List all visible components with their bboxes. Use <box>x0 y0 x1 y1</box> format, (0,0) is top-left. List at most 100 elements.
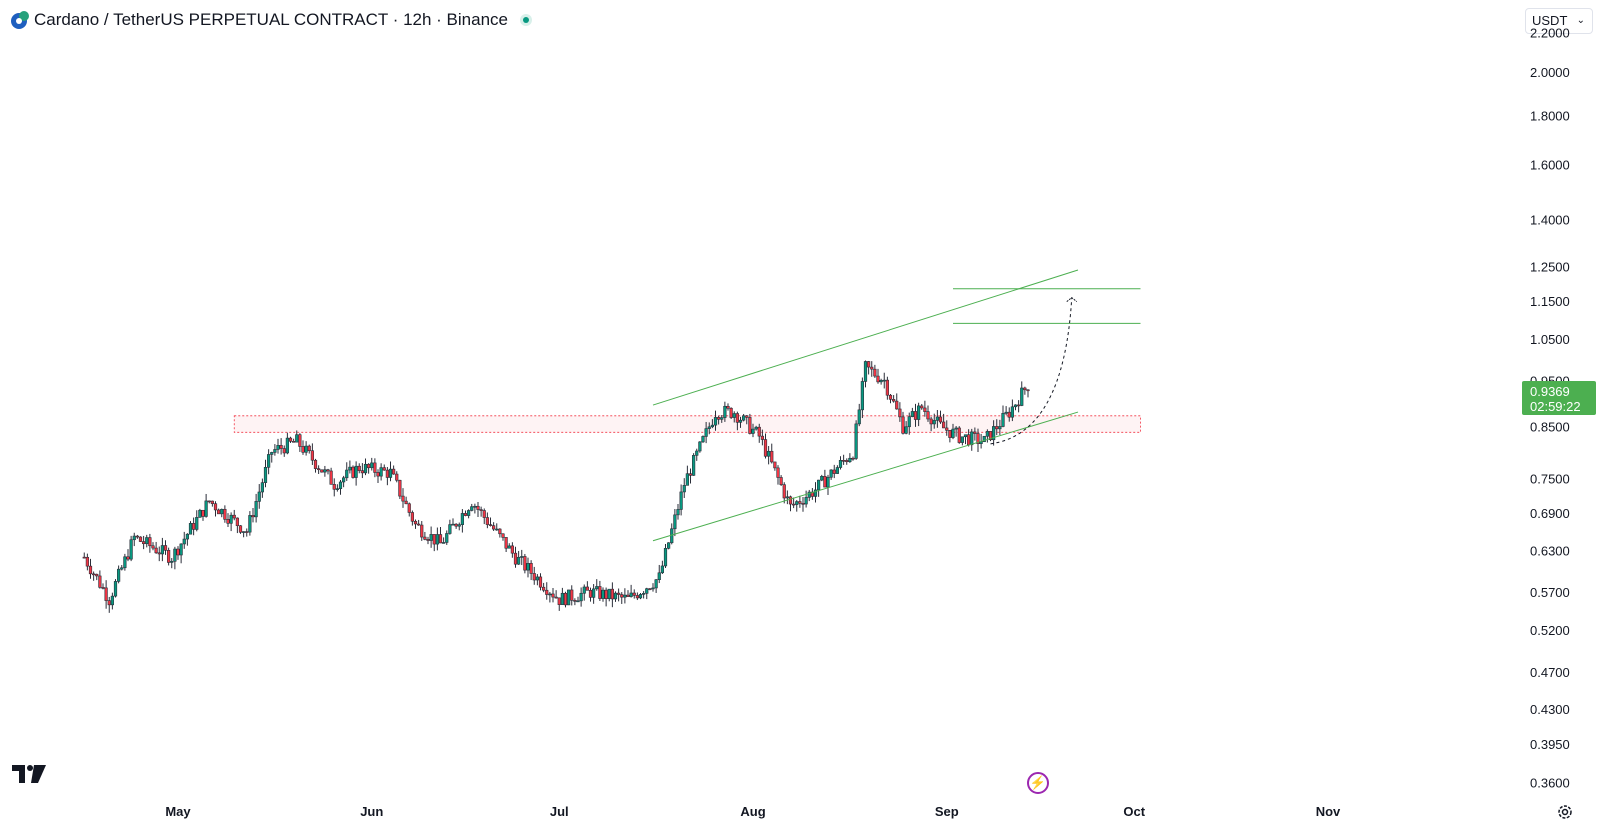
drawings-back-layer <box>233 415 1141 433</box>
candle <box>832 464 836 479</box>
candles-layer <box>82 360 1030 613</box>
candle <box>413 519 418 529</box>
candle <box>957 426 961 444</box>
channel-lower-line[interactable] <box>652 411 1079 542</box>
support-zone[interactable] <box>233 415 1141 433</box>
currency-select[interactable]: USDT ⌄ <box>1525 8 1593 34</box>
candle-body <box>417 523 421 526</box>
projection-curve[interactable] <box>990 297 1073 445</box>
candle <box>542 582 546 593</box>
candle <box>92 571 96 581</box>
candle <box>454 523 458 529</box>
candle-body <box>892 399 896 402</box>
price-tick-label: 0.5700 <box>1530 585 1570 600</box>
candle-body <box>338 481 343 489</box>
candle <box>998 419 1002 436</box>
price-badge-bg <box>1522 381 1596 415</box>
candle-body <box>517 556 521 565</box>
candle <box>629 584 633 598</box>
candle-body <box>88 565 93 575</box>
candle-body <box>460 513 464 525</box>
candle-body <box>117 568 121 582</box>
candle-body <box>513 552 518 565</box>
candle <box>607 588 611 602</box>
candle <box>392 465 396 475</box>
candle-body <box>729 407 733 418</box>
candle <box>1017 400 1021 413</box>
tradingview-logo-icon[interactable] <box>12 765 46 783</box>
candle-body <box>288 437 293 442</box>
candle-body <box>526 563 530 571</box>
candle <box>104 580 108 609</box>
market-open-status-icon[interactable] <box>520 14 532 26</box>
candle <box>332 478 336 497</box>
candle <box>770 443 774 464</box>
candle-body <box>204 500 208 517</box>
price-tick-label: 2.2000 <box>1530 25 1570 40</box>
candle-body <box>1020 387 1024 406</box>
candle-body <box>92 573 96 576</box>
candle-body <box>813 489 818 497</box>
candle-body <box>276 445 280 450</box>
candle <box>517 550 521 565</box>
candle-body <box>567 589 571 606</box>
candle <box>320 469 324 473</box>
candle-body <box>351 466 355 478</box>
candle-body <box>648 588 652 590</box>
time-tick-label: Oct <box>1123 804 1145 819</box>
price-axis[interactable]: 2.2000 2.0000 1.8000 1.6000 1.4000 1.2500 1.15… <box>1530 25 1570 790</box>
candle <box>1007 407 1011 422</box>
candle-body <box>142 541 146 545</box>
gear-icon[interactable] <box>1556 803 1574 821</box>
candle-body <box>232 514 236 519</box>
candle <box>342 475 346 488</box>
candle-body <box>695 450 699 456</box>
candle <box>613 591 618 602</box>
candle-body <box>188 523 193 535</box>
candle <box>217 508 221 515</box>
candle-body <box>413 520 418 525</box>
candle-body <box>235 517 239 527</box>
candle <box>367 463 371 474</box>
candle <box>1023 386 1027 395</box>
candle <box>945 420 949 436</box>
candle-body <box>157 552 161 555</box>
candle-body <box>523 556 527 571</box>
candle-body <box>535 576 539 581</box>
candle <box>1013 404 1018 411</box>
candle <box>698 441 702 453</box>
candle-body <box>1023 387 1027 391</box>
candle-body <box>85 556 89 567</box>
candle-body <box>588 590 593 598</box>
price-tick-label: 0.6300 <box>1530 544 1570 559</box>
flash-icon[interactable]: ⚡ <box>1027 772 1049 794</box>
candle <box>829 469 833 480</box>
candle-body <box>373 462 377 473</box>
candle <box>617 588 621 602</box>
candle-body <box>476 505 480 510</box>
candle <box>892 395 896 403</box>
candle-body <box>473 505 477 508</box>
channel-upper-line[interactable] <box>652 269 1079 406</box>
candle-body <box>926 411 930 420</box>
candle <box>763 433 768 459</box>
candle <box>354 461 358 486</box>
candle-body <box>195 517 199 530</box>
candle <box>448 519 452 535</box>
candle-body <box>126 556 130 560</box>
candle <box>557 597 561 611</box>
candle-body <box>845 460 849 463</box>
candle <box>923 400 927 417</box>
candle <box>370 457 374 471</box>
chart-title: Cardano / TetherUS PERPETUAL CONTRACT · … <box>34 10 508 29</box>
candle-body <box>929 418 933 425</box>
time-axis[interactable]: May Jun Jul Aug Sep Oct Nov <box>165 804 1341 819</box>
candle-body <box>429 534 433 541</box>
candle <box>548 591 552 603</box>
candle-body <box>638 594 643 599</box>
candle <box>523 553 527 574</box>
price-tick-label: 2.0000 <box>1530 65 1570 80</box>
candle-body <box>770 450 774 463</box>
candle <box>429 526 433 548</box>
